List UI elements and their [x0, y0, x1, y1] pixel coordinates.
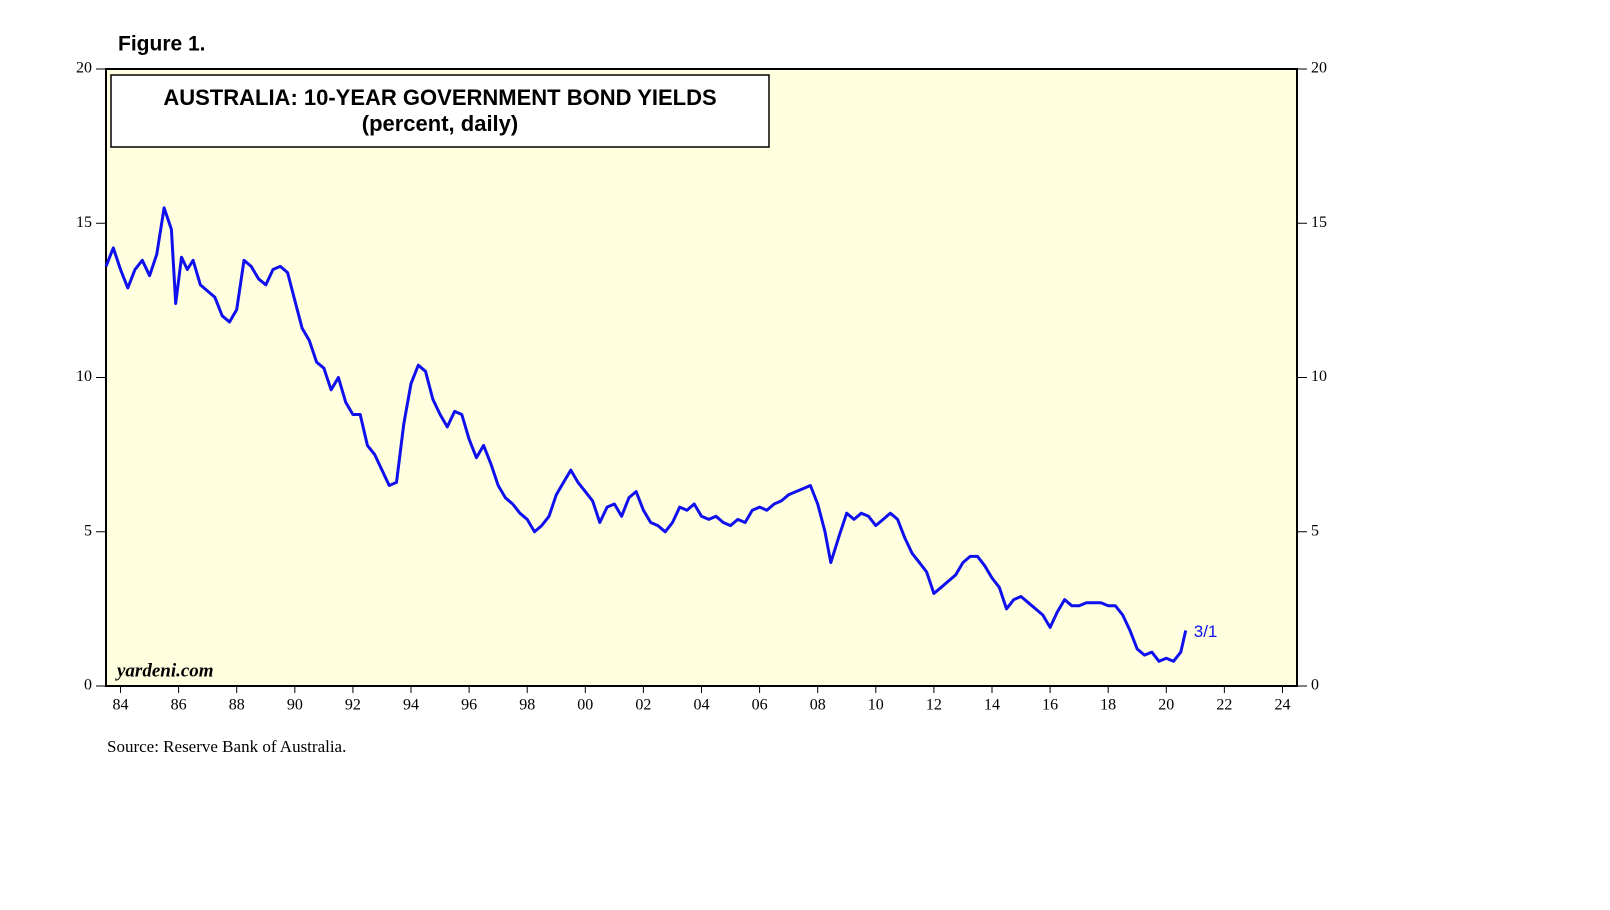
- y2-tick-label: 15: [1311, 214, 1327, 231]
- x-tick-label: 88: [229, 697, 245, 714]
- x-tick-label: 14: [984, 697, 1000, 714]
- watermark: yardeni.com: [115, 660, 214, 681]
- x-tick-label: 92: [345, 697, 361, 714]
- x-tick-label: 04: [694, 697, 710, 714]
- y2-tick-label: 20: [1311, 60, 1327, 77]
- x-tick-label: 84: [113, 697, 129, 714]
- y-tick-label: 15: [76, 214, 92, 231]
- figure-label: Figure 1.: [118, 33, 206, 56]
- x-tick-label: 12: [926, 697, 942, 714]
- line-series: [104, 206, 1188, 663]
- y-tick-label: 5: [84, 522, 92, 539]
- x-tick-label: 20: [1158, 697, 1174, 714]
- title-box: [110, 74, 770, 148]
- x-tick-label: 22: [1216, 697, 1232, 714]
- x-tick-label: 02: [635, 697, 651, 714]
- y-tick-label: 10: [76, 368, 92, 385]
- x-tick-label: 24: [1274, 697, 1290, 714]
- y2-tick-label: 0: [1311, 677, 1319, 694]
- chart-subtitle: (percent, daily): [362, 111, 518, 136]
- x-tick-label: 94: [403, 697, 419, 714]
- y2-tick-label: 10: [1311, 368, 1327, 385]
- chart-title: AUSTRALIA: 10-YEAR GOVERNMENT BOND YIELD…: [163, 85, 716, 110]
- x-tick-label: 08: [810, 697, 826, 714]
- x-tick-label: 10: [868, 697, 884, 714]
- y2-tick-label: 5: [1311, 522, 1319, 539]
- x-tick-label: 16: [1042, 697, 1058, 714]
- x-tick-label: 06: [752, 697, 768, 714]
- plot-area: [105, 68, 1298, 687]
- y-tick-label: 0: [84, 677, 92, 694]
- y-tick-label: 20: [76, 60, 92, 77]
- source: Source: Reserve Bank of Australia.: [107, 737, 346, 756]
- x-tick-label: 18: [1100, 697, 1116, 714]
- x-tick-label: 00: [577, 697, 593, 714]
- annotation: 3/1: [1194, 622, 1218, 641]
- x-tick-label: 96: [461, 697, 477, 714]
- x-tick-label: 98: [519, 697, 535, 714]
- x-tick-label: 90: [287, 697, 303, 714]
- x-tick-label: 86: [171, 697, 187, 714]
